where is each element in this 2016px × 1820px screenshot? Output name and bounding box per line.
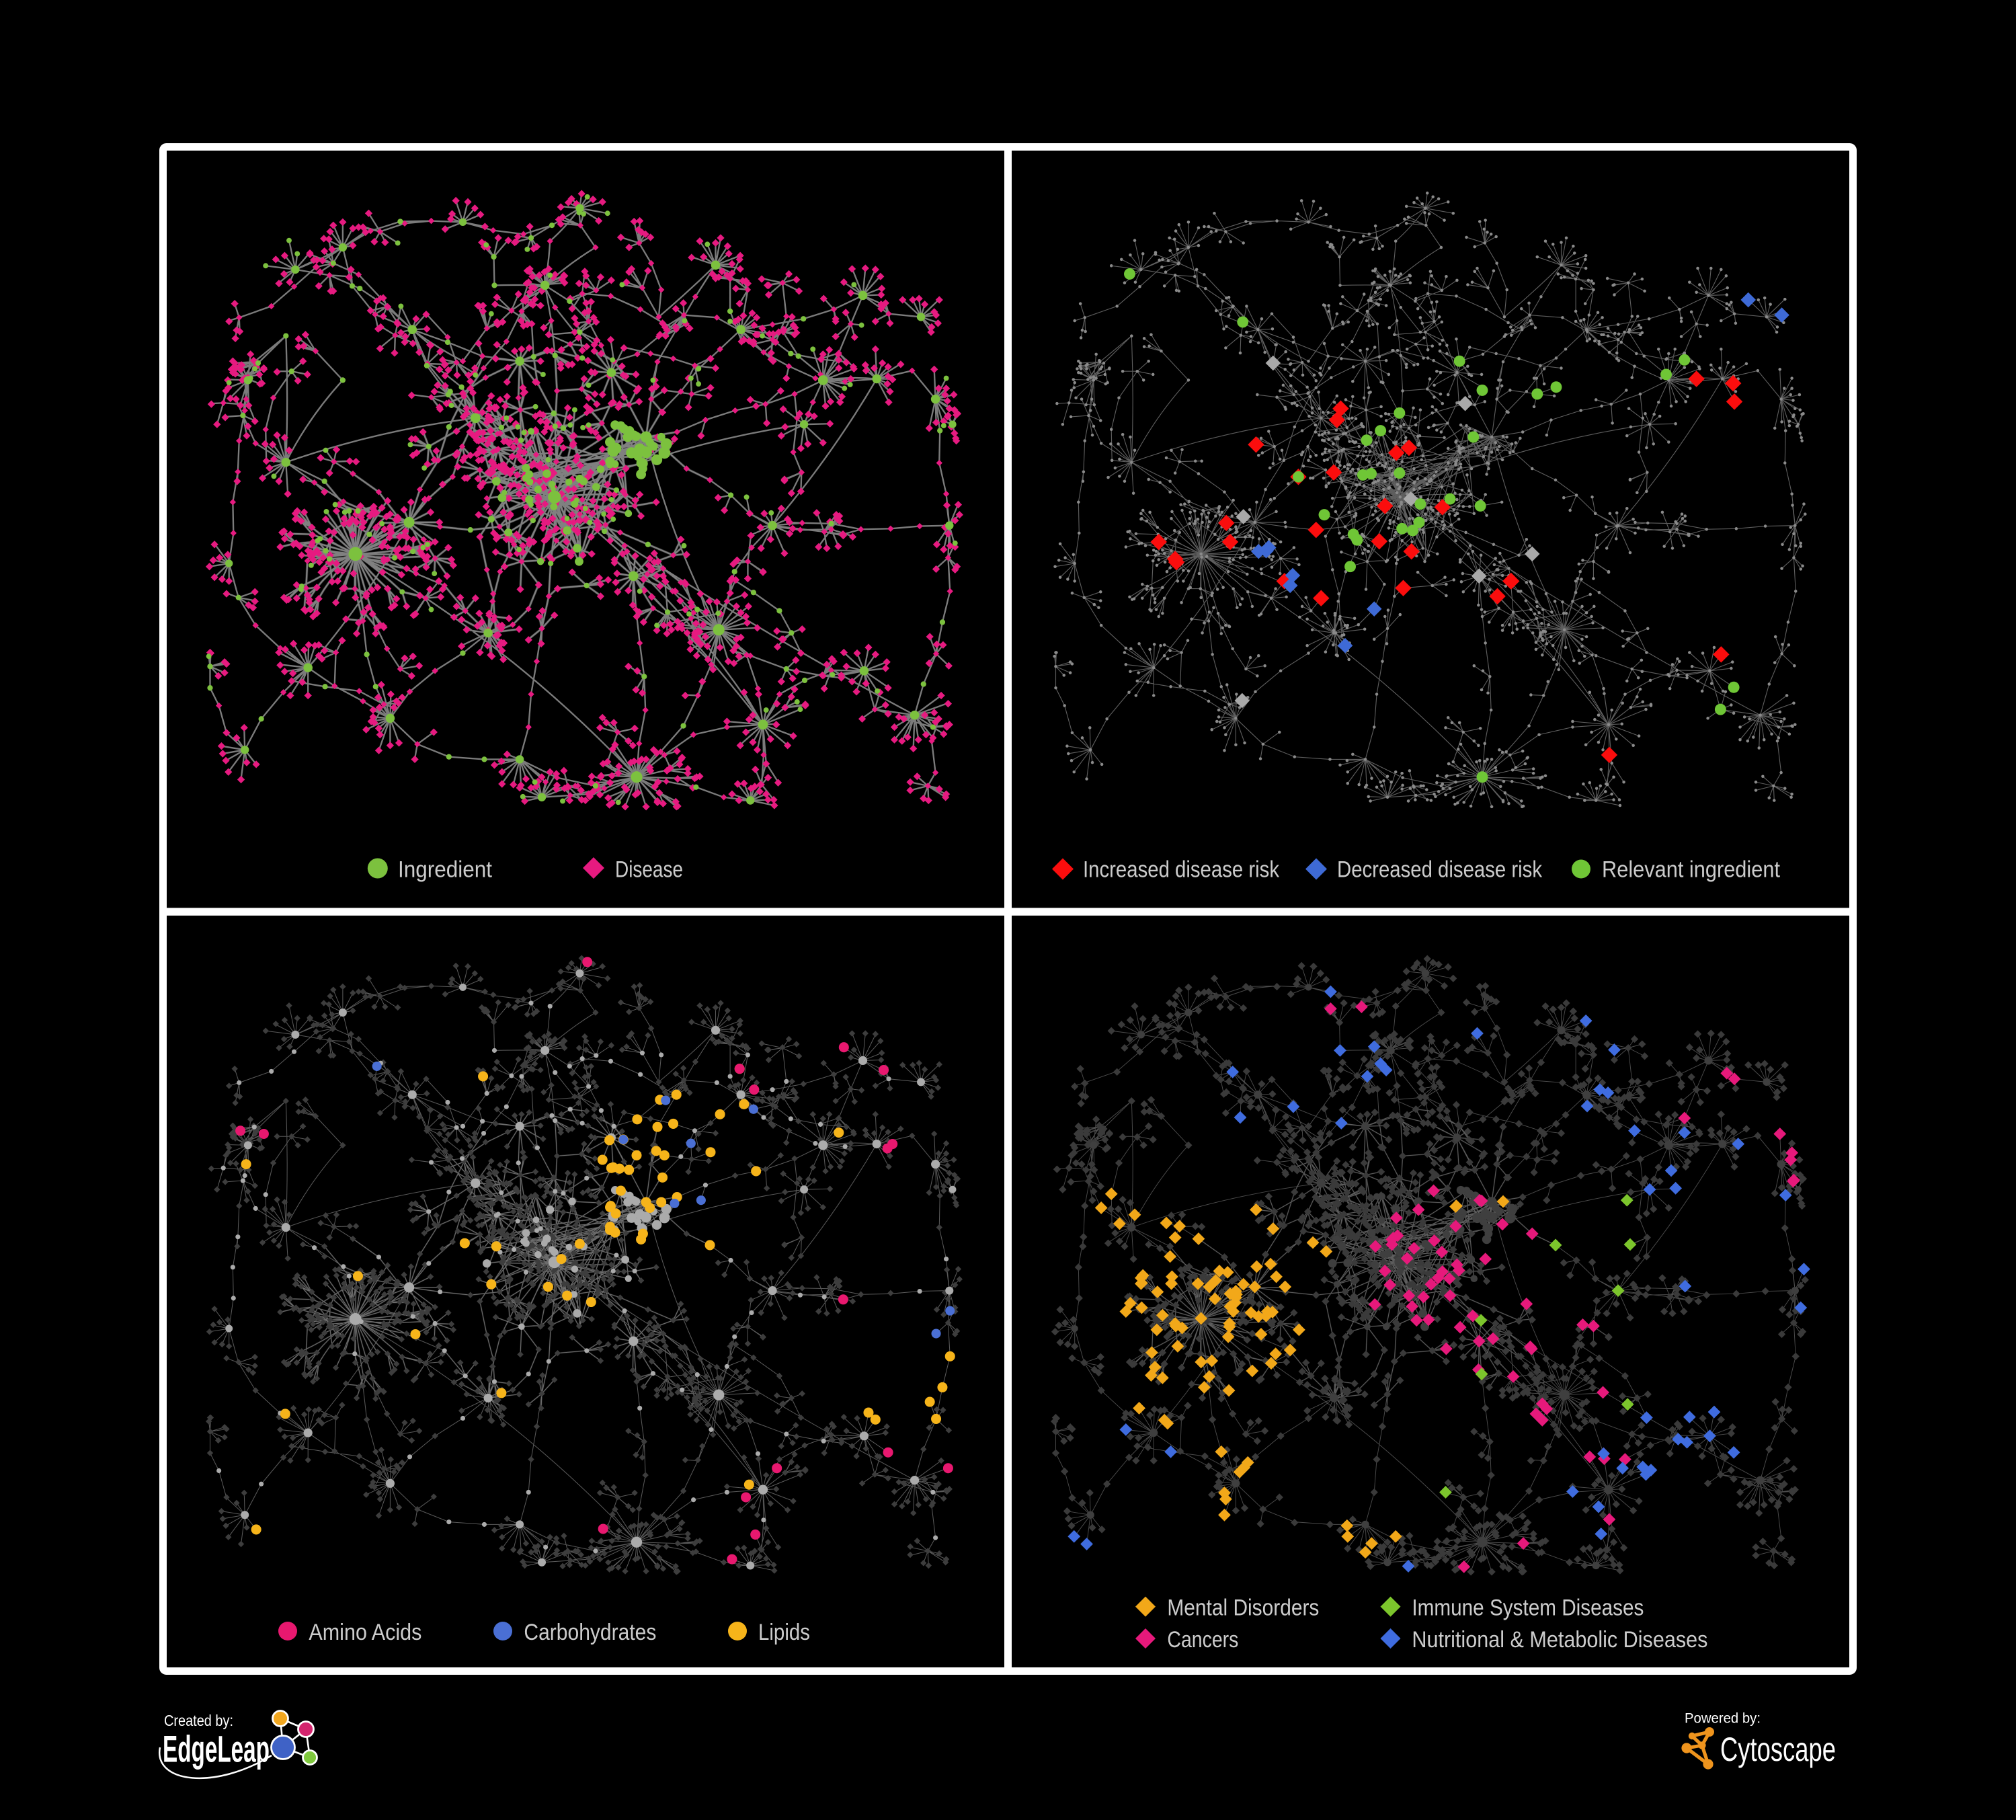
svg-text:Decreased disease risk: Decreased disease risk (1337, 857, 1543, 883)
svg-text:Immune System Diseases: Immune System Diseases (1412, 1595, 1644, 1621)
svg-text:Created by:: Created by: (164, 1712, 233, 1729)
svg-text:Amino Acids: Amino Acids (309, 1620, 421, 1645)
svg-text:Disease: Disease (615, 857, 683, 883)
svg-text:Ingredient: Ingredient (398, 857, 493, 883)
svg-text:Cancers: Cancers (1167, 1627, 1238, 1653)
svg-text:Relevant ingredient: Relevant ingredient (1602, 857, 1781, 883)
svg-text:Cytoscape: Cytoscape (1720, 1731, 1836, 1768)
svg-text:Nutritional & Metabolic Diseas: Nutritional & Metabolic Diseases (1412, 1627, 1707, 1653)
svg-text:EdgeLeap: EdgeLeap (163, 1728, 270, 1770)
svg-text:Mental Disorders: Mental Disorders (1167, 1595, 1319, 1621)
svg-text:Powered by:: Powered by: (1685, 1711, 1761, 1727)
svg-text:Carbohydrates: Carbohydrates (524, 1620, 656, 1645)
svg-text:Increased disease risk: Increased disease risk (1083, 857, 1280, 883)
svg-text:Lipids: Lipids (758, 1620, 810, 1645)
